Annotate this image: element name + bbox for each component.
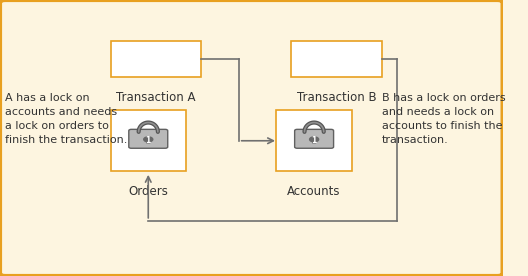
FancyBboxPatch shape (146, 140, 150, 144)
FancyBboxPatch shape (312, 140, 316, 144)
FancyBboxPatch shape (110, 41, 201, 77)
Text: 1: 1 (312, 136, 317, 145)
Circle shape (309, 137, 318, 142)
FancyBboxPatch shape (277, 110, 352, 171)
FancyBboxPatch shape (295, 129, 334, 148)
Text: Orders: Orders (128, 185, 168, 198)
Circle shape (144, 137, 153, 142)
Text: B has a lock on orders
and needs a lock on
accounts to finish the
transaction.: B has a lock on orders and needs a lock … (382, 93, 506, 145)
Text: 1: 1 (146, 136, 151, 145)
Text: Transaction B: Transaction B (297, 91, 376, 104)
FancyBboxPatch shape (110, 110, 186, 171)
FancyBboxPatch shape (129, 129, 168, 148)
Text: Accounts: Accounts (287, 185, 341, 198)
FancyBboxPatch shape (0, 0, 503, 276)
Text: A has a lock on
accounts and needs
a lock on orders to
finish the transaction.: A has a lock on accounts and needs a loc… (5, 93, 127, 145)
Text: Transaction A: Transaction A (116, 91, 195, 104)
FancyBboxPatch shape (291, 41, 382, 77)
